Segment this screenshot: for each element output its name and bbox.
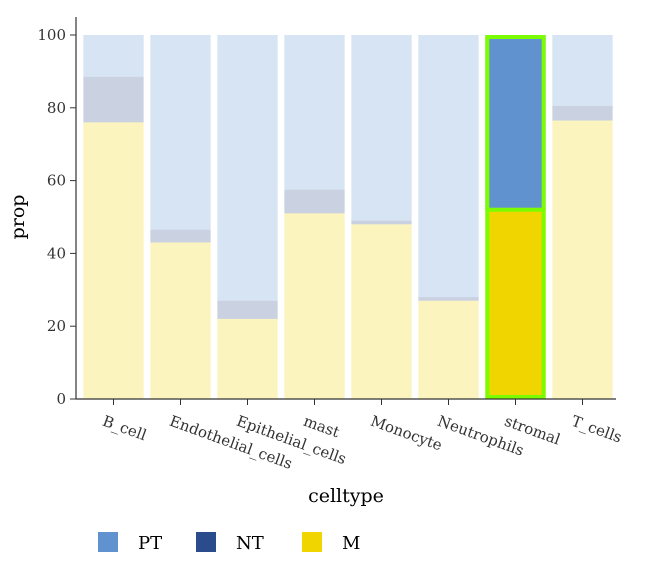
bar-segment-nt-t_cells: [552, 105, 613, 121]
x-tick-label: B_cell: [100, 412, 149, 445]
bar-segment-pt-epithelial_cells: [217, 35, 278, 301]
y-tick-label: 100: [37, 26, 66, 44]
bars-layer: [83, 35, 613, 400]
bar-segment-m-mast: [284, 213, 345, 399]
y-tick-label: 40: [47, 244, 66, 262]
legend: PT NT M: [98, 532, 360, 554]
bar-segment-pt-neutrophils: [418, 35, 479, 298]
legend-label-m: M: [342, 533, 360, 554]
y-tick-label: 20: [47, 317, 66, 335]
legend-swatch-pt: [98, 532, 118, 552]
bar-segment-m-stromal: [485, 209, 546, 399]
legend-swatch-nt: [196, 532, 216, 552]
bar-segment-m-neutrophils: [418, 300, 479, 399]
bar-segment-pt-monocyte: [351, 35, 412, 221]
legend-label-pt: PT: [138, 533, 162, 554]
bar-segment-pt-t_cells: [552, 35, 613, 106]
bar-segment-m-monocyte: [351, 224, 412, 399]
bar-segment-nt-epithelial_cells: [217, 300, 278, 319]
y-tick-label: 60: [47, 172, 66, 190]
y-tick-label: 80: [47, 99, 66, 117]
bar-segment-nt-mast: [284, 189, 345, 214]
bar-segment-nt-monocyte: [351, 220, 412, 225]
highlight-outline: [485, 35, 546, 399]
x-tick-label: T_cells: [569, 412, 624, 447]
bar-segment-pt-stromal: [485, 35, 546, 208]
y-axis-title: prop: [7, 195, 29, 240]
bar-segment-m-epithelial_cells: [217, 318, 278, 399]
legend-label-nt: NT: [236, 533, 264, 554]
bar-segment-m-b_cell: [83, 122, 144, 400]
bar-segment-nt-endothelial_cells: [150, 229, 211, 243]
y-tick-label: 0: [56, 390, 66, 408]
bar-segment-m-endothelial_cells: [150, 242, 211, 399]
bar-segment-pt-mast: [284, 35, 345, 190]
bar-segment-pt-b_cell: [83, 35, 144, 77]
bar-segment-m-t_cells: [552, 120, 613, 399]
x-axis-title: celltype: [308, 485, 384, 507]
legend-swatch-m: [302, 532, 322, 552]
bar-segment-pt-endothelial_cells: [150, 35, 211, 230]
x-tick-label: Monocyte: [368, 412, 445, 455]
bar-segment-nt-b_cell: [83, 76, 144, 123]
bar-segment-nt-neutrophils: [418, 297, 479, 301]
